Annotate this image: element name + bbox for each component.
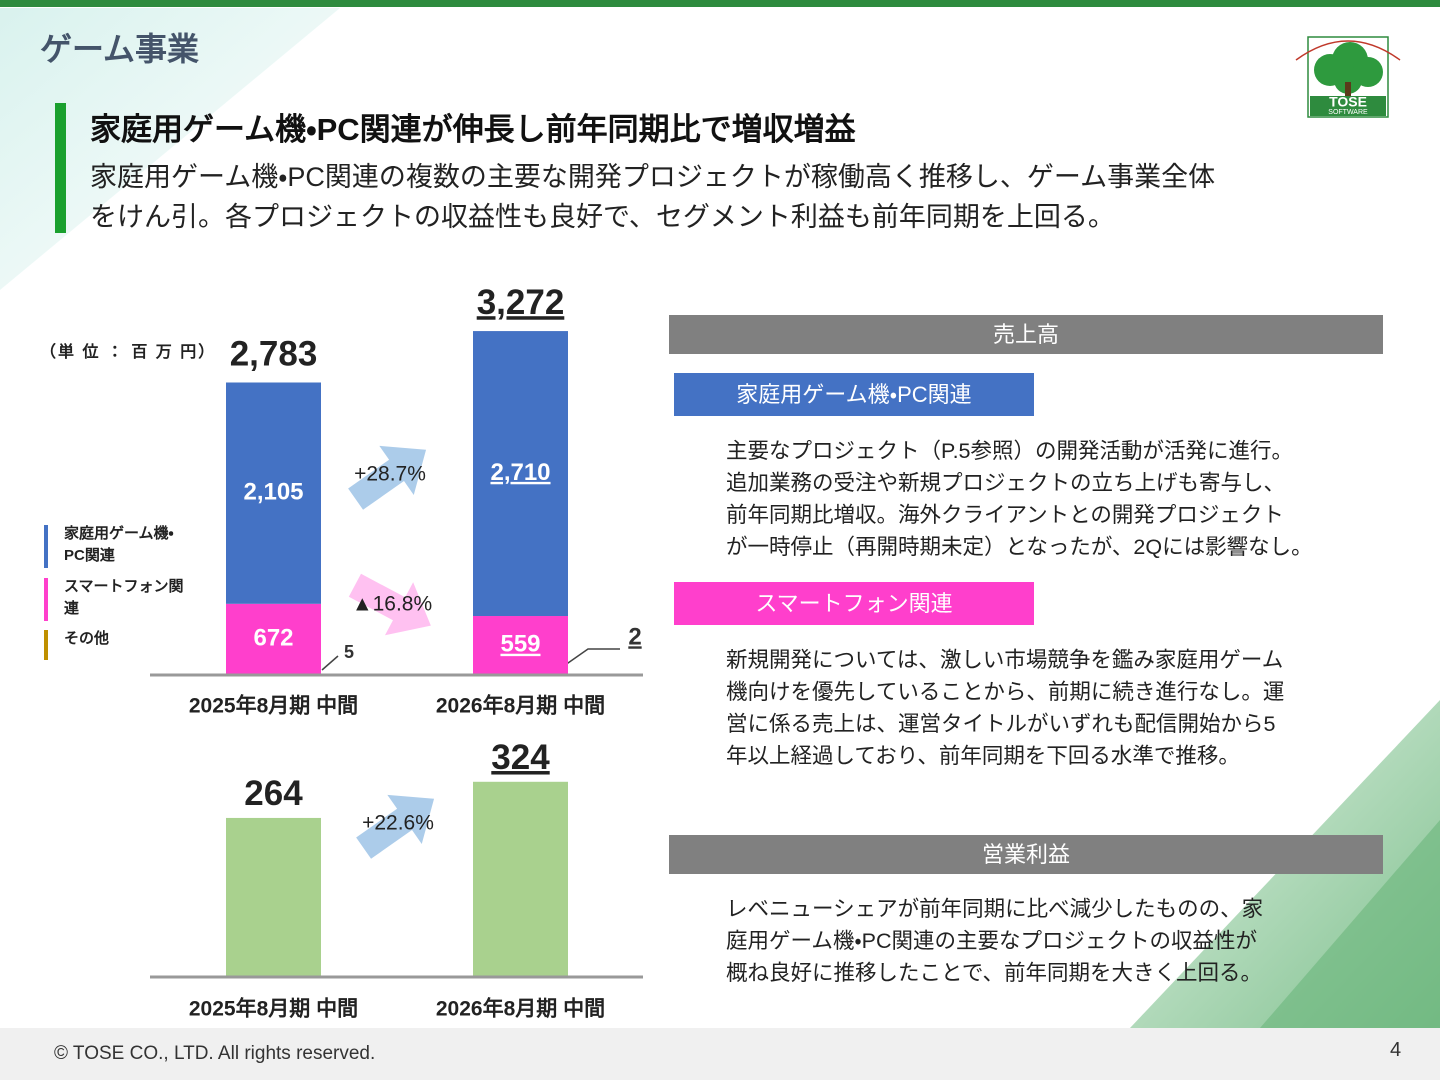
- x-tick-label: 2026年8月期 中間: [436, 997, 605, 1021]
- body-text: 新規開発については、激しい市場競争を鑑み家庭用ゲーム: [726, 648, 1284, 672]
- leader-line: [321, 655, 339, 671]
- body-text: が一時停止（再開時期未定）となったが、2Qには影響なし。: [726, 535, 1313, 559]
- total-label: 2,783: [230, 335, 318, 374]
- segment-title: 家庭用ゲーム機・PC関連: [674, 373, 1034, 416]
- bar-segment: [473, 331, 568, 617]
- legend-swatch: [44, 525, 48, 568]
- decor: [0, 8, 340, 290]
- segment-title: スマートフォン関連: [674, 582, 1034, 625]
- headline: 家庭用ゲーム機・PC関連が伸長し前年同期比で増収増益: [90, 112, 856, 147]
- body-text: 庭用ゲーム機・PC関連の主要なプロジェクトの収益性が: [726, 929, 1258, 953]
- data-label: 559: [500, 631, 540, 658]
- unit-label: （単 位 ： 百 万 円）: [40, 344, 217, 361]
- data-label: 2: [628, 623, 641, 650]
- section-title: ゲーム事業: [40, 31, 200, 67]
- data-label: 2,710: [490, 459, 550, 486]
- data-label: 672: [253, 624, 293, 651]
- logo-sub: SOFTWARE: [1328, 109, 1368, 116]
- sales-heading: 売上高: [669, 315, 1383, 354]
- x-tick-label: 2025年8月期 中間: [189, 694, 358, 718]
- legend-swatch: [44, 630, 48, 660]
- body-text: 営に係る売上は、運営タイトルがいずれも配信開始から5: [726, 712, 1276, 736]
- legend-label: 家庭用ゲーム機・PC関連: [64, 525, 174, 564]
- body-text: 年以上経過しており、前年同期を下回る水準で推移。: [726, 744, 1240, 768]
- legend-label: スマートフォン関連: [64, 578, 184, 617]
- body-text: 機向けを優先していることから、前期に続き進行なし。運: [726, 680, 1285, 704]
- bar: [473, 781, 568, 977]
- bar: [226, 817, 321, 977]
- x-tick-label: 2026年8月期 中間: [436, 694, 605, 718]
- body-text: レベニューシェアが前年同期に比べ減少したものの、家: [726, 897, 1264, 921]
- body-text: 主要なプロジェクト（P.5参照）の開発活動が活発に進行。: [726, 439, 1294, 463]
- body-text: 概ね良好に推移したことで、前年同期を大きく上回る。: [726, 961, 1262, 985]
- summary-line: をけん引。各プロジェクトの収益性も良好で、セグメント利益も前年同期を上回る。: [90, 202, 1115, 232]
- trend-arrow: [348, 573, 431, 636]
- body-text: 追加業務の受注や新規プロジェクトの立ち上げも寄与し、: [726, 471, 1286, 495]
- profit-heading: 営業利益: [669, 835, 1383, 874]
- bar-segment: [473, 616, 568, 675]
- bar-segment: [226, 603, 321, 675]
- trend-arrow: [348, 445, 427, 510]
- page-number: 4: [1390, 1039, 1402, 1061]
- legend-swatch: [44, 578, 48, 621]
- data-label: 264: [244, 774, 303, 813]
- body-text: 前年同期比増収。海外クライアントとの開発プロジェクト: [726, 503, 1284, 527]
- total-label: 3,272: [477, 283, 565, 322]
- growth-label: +22.6%: [362, 812, 434, 835]
- logo-name: TOSE: [1329, 94, 1367, 110]
- legend-label: その他: [64, 630, 110, 647]
- data-label: 5: [344, 642, 354, 662]
- copyright: © TOSE CO., LTD. All rights reserved.: [54, 1043, 376, 1064]
- data-label: 2,105: [243, 478, 303, 505]
- top-rule: [0, 0, 1440, 7]
- summary-line: 家庭用ゲーム機・PC関連の複数の主要な開発プロジェクトが稼働高く推移し、ゲーム事…: [90, 162, 1216, 192]
- data-label: 324: [491, 738, 550, 777]
- footer: [0, 1028, 1440, 1080]
- growth-label: +28.7%: [354, 463, 426, 486]
- growth-label: ▲16.8%: [352, 593, 432, 616]
- bar-segment: [226, 382, 321, 604]
- accent-bar: [55, 103, 66, 233]
- x-tick-label: 2025年8月期 中間: [189, 997, 358, 1021]
- trend-arrow: [356, 794, 435, 859]
- logo: TOSE SOFTWARE: [1295, 36, 1401, 118]
- decor: [1260, 820, 1440, 1028]
